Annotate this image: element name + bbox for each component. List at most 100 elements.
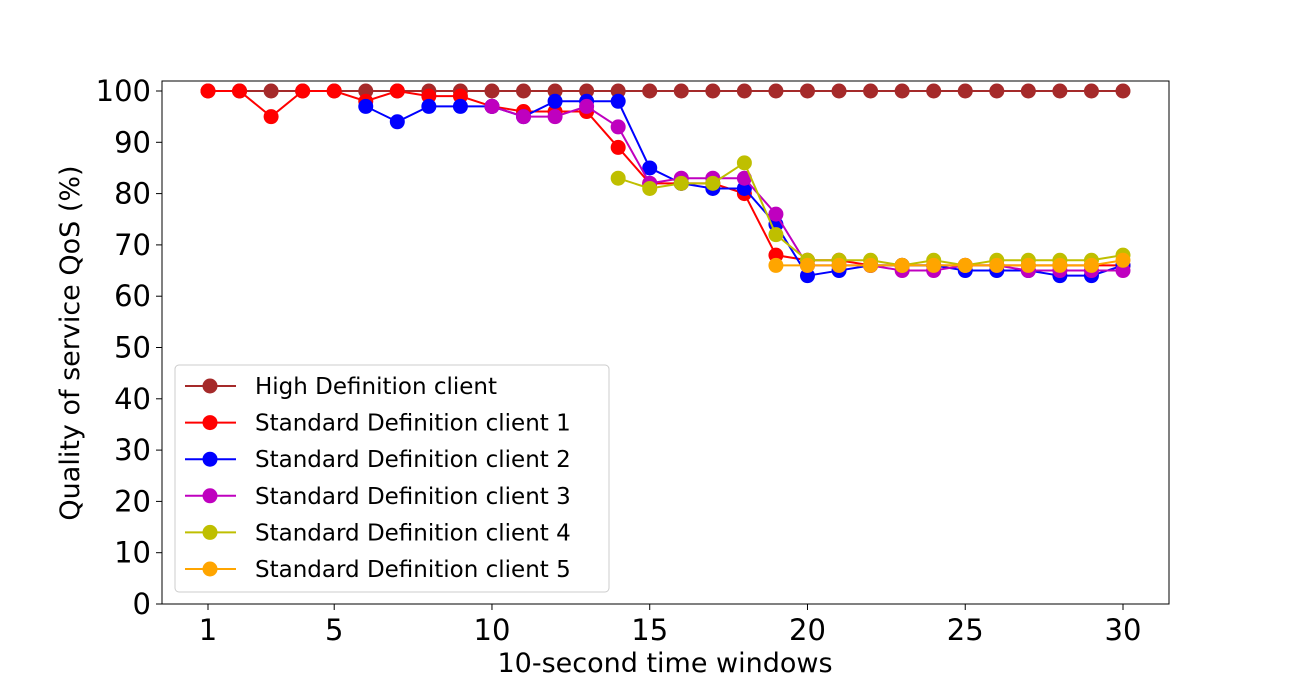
data-point (358, 83, 374, 99)
series-layer (200, 83, 1131, 284)
data-point (926, 83, 942, 99)
data-point (831, 83, 847, 99)
data-point (799, 268, 815, 284)
y-tick-label: 60 (114, 279, 151, 313)
data-point (579, 83, 595, 99)
data-point (232, 83, 248, 99)
data-point (358, 98, 374, 114)
x-tick-label: 10 (474, 613, 511, 647)
data-point (989, 83, 1005, 99)
data-point (863, 83, 879, 99)
data-point (263, 109, 279, 125)
data-point (705, 83, 721, 99)
data-point (326, 83, 342, 99)
legend-item: Standard Definition client 5 (185, 557, 571, 583)
data-point (610, 93, 626, 109)
data-point (547, 109, 563, 125)
y-axis-title: Quality of service QoS (%) (55, 165, 86, 520)
legend-marker (202, 561, 218, 577)
data-point (1052, 257, 1068, 273)
data-point (547, 83, 563, 99)
legend: High Definition client Standard Definitio… (174, 364, 610, 593)
legend-marker (202, 451, 218, 467)
y-tick-label: 70 (114, 228, 151, 262)
data-point (705, 175, 721, 191)
data-point (768, 227, 784, 243)
legend-label: Standard Definition client 4 (255, 520, 571, 546)
data-point (610, 83, 626, 99)
legend-marker (202, 378, 218, 394)
y-tick-label: 50 (114, 331, 151, 365)
data-point (673, 175, 689, 191)
data-point (768, 257, 784, 273)
legend-item: Standard Definition client 4 (185, 520, 571, 546)
legend-box (174, 364, 610, 593)
data-point (894, 257, 910, 273)
data-point (295, 83, 311, 99)
legend-label: Standard Definition client 3 (255, 484, 571, 510)
series-line (491, 105, 1123, 272)
legend-label: High Definition client (255, 374, 497, 400)
legend-label: Standard Definition client 2 (255, 447, 571, 473)
legend-label: Standard Definition client 5 (255, 557, 571, 583)
data-point (1115, 263, 1131, 279)
data-point (831, 257, 847, 273)
legend-label: Standard Definition client 1 (255, 411, 571, 437)
data-point (200, 83, 216, 99)
series-4 (484, 98, 1131, 279)
series-line (208, 89, 1123, 267)
data-point (452, 88, 468, 104)
data-point (579, 98, 595, 114)
y-tick-label: 10 (114, 536, 151, 570)
data-point (642, 160, 658, 176)
legend-marker (202, 524, 218, 540)
data-point (673, 83, 689, 99)
data-point (484, 83, 500, 99)
series-3 (358, 93, 1131, 284)
y-tick-label: 40 (114, 382, 151, 416)
data-point (1083, 83, 1099, 99)
data-point (736, 155, 752, 171)
legend-item: Standard Definition client 3 (185, 484, 571, 510)
data-point (1115, 252, 1131, 268)
x-tick-label: 1 (199, 613, 217, 647)
data-point (642, 83, 658, 99)
data-point (989, 257, 1005, 273)
data-point (1052, 83, 1068, 99)
data-point (421, 98, 437, 114)
series-2 (200, 83, 1131, 273)
series-6 (768, 252, 1131, 273)
y-tick-label: 90 (114, 125, 151, 159)
legend-item: Standard Definition client 1 (185, 411, 571, 437)
data-point (610, 139, 626, 155)
data-point (452, 98, 468, 114)
legend-item: Standard Definition client 2 (185, 447, 571, 473)
y-tick-label: 100 (96, 74, 151, 108)
data-point (768, 247, 784, 263)
data-point (736, 180, 752, 196)
data-point (389, 83, 405, 99)
y-tick-label: 0 (133, 587, 151, 621)
data-point (768, 206, 784, 222)
data-point (799, 83, 815, 99)
data-point (736, 170, 752, 186)
data-point (957, 257, 973, 273)
x-tick-label: 30 (1105, 613, 1142, 647)
y-tick-label: 30 (114, 433, 151, 467)
y-tick-label: 20 (114, 484, 151, 518)
data-point (421, 88, 437, 104)
data-point (389, 114, 405, 130)
legend-marker (202, 415, 218, 431)
x-tick-label: 20 (789, 613, 826, 647)
x-axis-title: 10-second time windows (497, 648, 832, 679)
y-tick-label: 80 (114, 177, 151, 211)
data-point (610, 119, 626, 135)
data-point (1083, 257, 1099, 273)
data-point (642, 180, 658, 196)
data-point (516, 83, 532, 99)
data-point (263, 83, 279, 99)
data-point (484, 98, 500, 114)
data-point (1020, 83, 1036, 99)
